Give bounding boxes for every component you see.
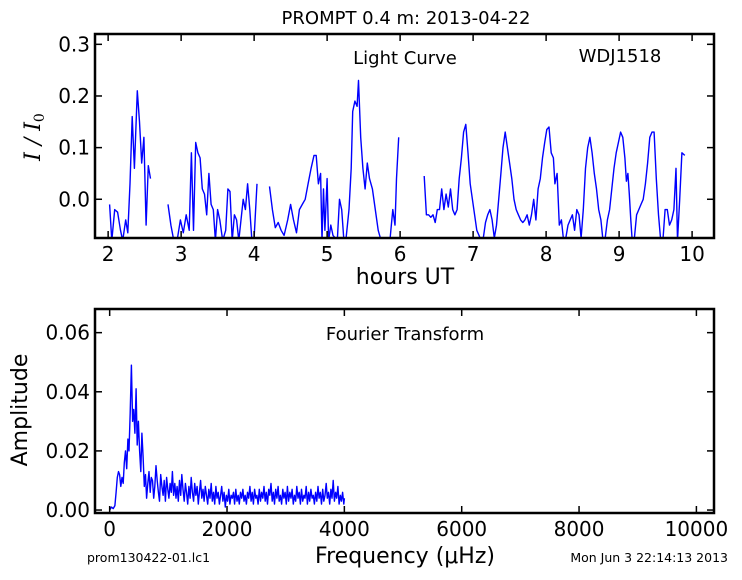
x-tick-label: 10000	[665, 517, 729, 541]
light-curve-title: Light Curve	[353, 48, 457, 69]
light-curve-panel: Light Curve WDJ1518 hours UT I / I0 2 3 4 5…	[21, 32, 716, 290]
x-tick-label: 9	[613, 242, 626, 266]
x-tick-label: 8000	[554, 517, 605, 541]
x-tick-label: 10	[679, 242, 704, 266]
y-tick-label: 0.02	[45, 439, 90, 463]
x-tick-label: 7	[467, 242, 480, 266]
x-tick-label: 4000	[319, 517, 370, 541]
figure-title: PROMPT 0.4 m: 2013-04-22	[282, 8, 531, 29]
ylabel-slash: / I	[21, 121, 46, 152]
light-curve-segment-1	[167, 141, 258, 238]
ylabel-numerator: I	[21, 151, 46, 162]
fourier-ylabel: Amplitude	[8, 354, 33, 467]
x-tick-label: 2000	[202, 517, 253, 541]
light-curve-segment-2	[268, 79, 400, 238]
y-tick-label: 0.3	[58, 32, 90, 56]
y-tick-label: 0.1	[58, 136, 90, 160]
x-tick-label: 0	[103, 517, 116, 541]
x-tick-label: 6	[394, 242, 407, 266]
y-tick-label: 0.06	[45, 321, 90, 345]
ylabel-subscript: 0	[32, 113, 48, 122]
x-tick-label: 3	[175, 242, 188, 266]
footer-timestamp: Mon Jun 3 22:14:13 2013	[570, 550, 728, 565]
light-curve-segment-0	[108, 90, 152, 238]
x-tick-label: 6000	[436, 517, 487, 541]
x-tick-label: 8	[540, 242, 553, 266]
light-curve-segment-3	[423, 123, 686, 238]
x-tick-label: 2	[102, 242, 115, 266]
star-name-label: WDJ1518	[579, 46, 662, 67]
light-curve-axes-frame	[93, 32, 716, 240]
y-tick-label: 0.2	[58, 84, 90, 108]
x-tick-label: 5	[321, 242, 334, 266]
fourier-axes-frame	[93, 307, 716, 515]
fourier-panel: Fourier Transform Frequency (μHz) Amplit…	[8, 307, 729, 569]
light-curve-xlabel: hours UT	[356, 265, 455, 290]
y-tick-label: 0.0	[58, 187, 90, 211]
fourier-xlabel: Frequency (μHz)	[315, 544, 495, 569]
footer-filename: prom130422-01.lc1	[87, 550, 210, 565]
y-tick-label: 0.00	[45, 498, 90, 522]
light-curve-ylabel: I / I0	[21, 113, 48, 162]
y-tick-label: 0.04	[45, 380, 90, 404]
fourier-series-0	[109, 364, 346, 511]
fourier-title: Fourier Transform	[326, 324, 484, 345]
x-tick-label: 4	[248, 242, 261, 266]
